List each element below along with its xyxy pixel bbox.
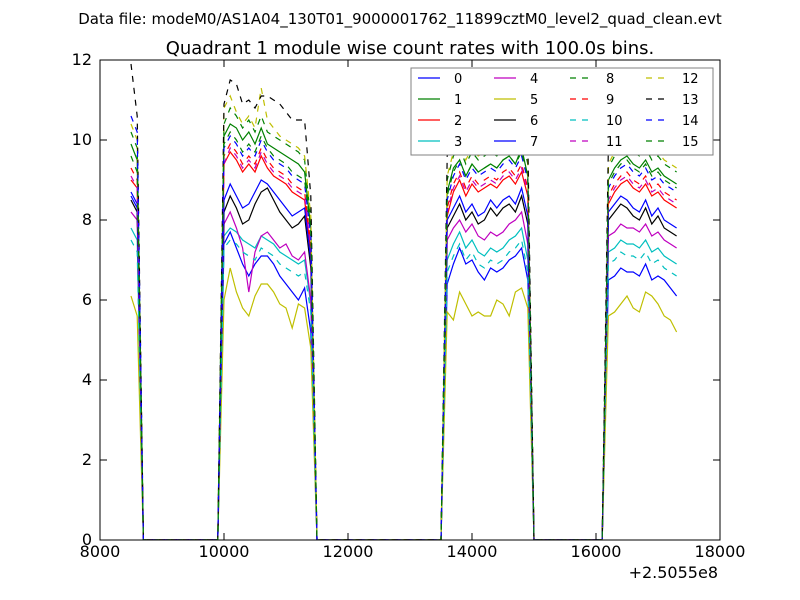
y-tick-label: 6 [82, 290, 92, 309]
legend-label-2: 2 [454, 114, 462, 129]
series-line-3 [130, 226, 677, 540]
x-offset-label: +2.5055e8 [629, 563, 718, 582]
x-tick-label: 12000 [323, 542, 374, 561]
y-tick-label: 10 [72, 130, 92, 149]
series-line-9 [130, 142, 677, 540]
series-line-8 [130, 106, 677, 540]
y-tick-label: 0 [82, 530, 92, 549]
x-tick-label: 16000 [571, 542, 622, 561]
legend-label-5: 5 [530, 93, 538, 108]
legend-label-11: 11 [606, 135, 623, 150]
legend-label-0: 0 [454, 72, 462, 87]
series-line-2 [130, 150, 677, 540]
series-line-10 [130, 238, 677, 540]
chart-suptitle: Data file: modeM0/AS1A04_130T01_90000017… [78, 10, 722, 29]
series-line-6 [130, 187, 677, 540]
series-line-5 [130, 267, 678, 540]
legend-label-4: 4 [530, 72, 538, 87]
legend-label-15: 15 [682, 135, 699, 150]
legend-label-3: 3 [454, 135, 462, 150]
legend-label-7: 7 [530, 135, 538, 150]
legend-label-1: 1 [454, 93, 462, 108]
y-tick-label: 4 [82, 370, 92, 389]
y-tick-label: 2 [82, 450, 92, 469]
x-tick-label: 18000 [695, 542, 746, 561]
series-line-12 [130, 87, 677, 540]
x-tick-label: 8000 [80, 542, 121, 561]
legend-label-9: 9 [606, 93, 614, 108]
legend-label-6: 6 [530, 114, 538, 129]
legend-label-10: 10 [606, 114, 623, 129]
series-line-15 [130, 130, 677, 540]
legend-label-14: 14 [682, 114, 699, 129]
chart-title: Quadrant 1 module wise count rates with … [166, 38, 655, 59]
series-line-11 [130, 146, 677, 540]
x-tick-label: 14000 [447, 542, 498, 561]
y-tick-label: 8 [82, 210, 92, 229]
series-layer [130, 63, 678, 540]
series-line-13 [130, 63, 677, 540]
series-line-1 [130, 123, 677, 540]
series-line-0 [130, 195, 678, 540]
x-tick-label: 10000 [199, 542, 250, 561]
legend-label-12: 12 [682, 72, 699, 87]
legend-label-8: 8 [606, 72, 614, 87]
legend-label-13: 13 [682, 93, 699, 108]
series-line-7 [130, 179, 677, 540]
series-line-4 [130, 210, 677, 540]
series-line-14 [130, 115, 677, 540]
y-tick-label: 12 [72, 50, 92, 69]
